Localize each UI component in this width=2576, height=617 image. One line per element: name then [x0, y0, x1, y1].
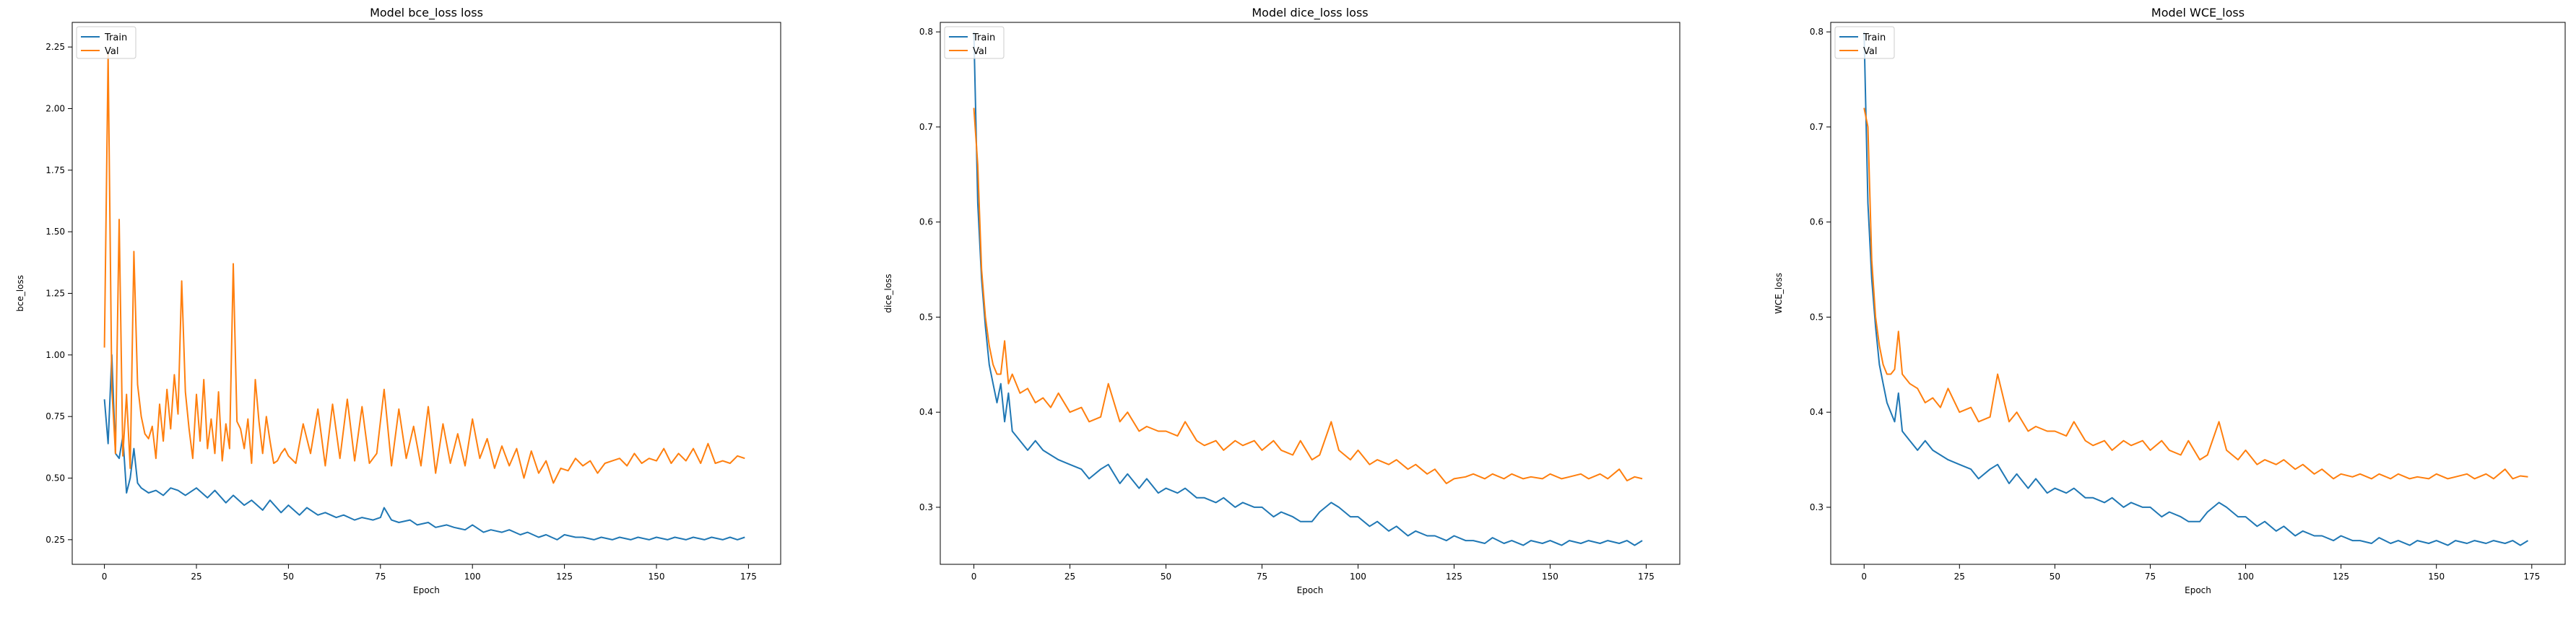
y-tick-label: 0.8 — [1810, 27, 1823, 37]
wce-loss-panel: 0 25 50 75 100 125 150 175 0.3 0.4 0.5 0.6 0.7 0.8 Mo… — [1774, 6, 2566, 595]
x-tick-label: 25 — [191, 572, 201, 582]
y-tick-label: 0.3 — [919, 502, 933, 512]
axes-frame — [1830, 22, 2566, 565]
series-lines — [1863, 32, 2529, 546]
x-tick-label: 75 — [1257, 572, 1267, 582]
y-axis-label: bce_loss — [15, 275, 25, 312]
y-tick-label: 1.75 — [45, 165, 65, 175]
y-tick-label: 1.00 — [45, 350, 65, 360]
x-tick-label: 25 — [1064, 572, 1075, 582]
y-tick-label: 0.25 — [45, 535, 65, 545]
x-axis-label: Epoch — [2185, 585, 2211, 595]
tick-group: 0 25 50 75 100 125 150 175 0.3 0.4 0.5 0.6 0.7 0.8 — [919, 27, 1655, 582]
legend-train-label: Train — [1862, 32, 1886, 43]
y-axis-label: WCE_loss — [1774, 273, 1784, 314]
x-tick-label: 175 — [1638, 572, 1655, 582]
x-tick-label: 100 — [464, 572, 481, 582]
y-tick-label: 0.4 — [1810, 407, 1823, 417]
bce-loss-panel: 0 25 50 75 100 125 150 175 0.25 0.50 0.75 1.00 1.25 1… — [15, 6, 781, 595]
y-tick-label: 0.5 — [919, 312, 933, 322]
y-tick-label: 0.8 — [919, 27, 933, 37]
axes-frame — [940, 22, 1681, 565]
legend-train-label: Train — [972, 32, 995, 43]
chart-title: Model WCE_loss — [2151, 6, 2245, 20]
x-tick-label: 50 — [2050, 572, 2060, 582]
x-tick-label: 100 — [1350, 572, 1366, 582]
series-lines — [973, 32, 1643, 546]
x-tick-label: 0 — [971, 572, 977, 582]
series-line-train — [973, 32, 1643, 546]
y-tick-label: 2.25 — [45, 42, 65, 52]
legend-val-label: Val — [1863, 46, 1877, 57]
x-tick-label: 150 — [2428, 572, 2445, 582]
y-tick-label: 0.5 — [1810, 312, 1823, 322]
chart-title: Model bce_loss loss — [370, 6, 483, 20]
x-axis-label: Epoch — [413, 585, 440, 595]
x-tick-label: 100 — [2237, 572, 2254, 582]
x-axis-label: Epoch — [1297, 585, 1324, 595]
y-tick-label: 0.7 — [1810, 122, 1823, 132]
x-tick-label: 125 — [1446, 572, 1462, 582]
x-tick-label: 125 — [2333, 572, 2349, 582]
series-line-val — [1863, 108, 2528, 480]
legend-val-label: Val — [105, 46, 118, 57]
legend: Train Val — [944, 26, 1005, 59]
y-tick-label: 0.4 — [919, 407, 933, 417]
chart-title: Model dice_loss loss — [1252, 6, 1368, 20]
x-tick-label: 175 — [740, 572, 757, 582]
x-tick-label: 50 — [283, 572, 294, 582]
y-tick-label: 2.00 — [45, 103, 65, 113]
y-tick-label: 0.6 — [919, 217, 933, 227]
y-tick-label: 1.50 — [45, 227, 65, 237]
series-line-train — [1863, 32, 2529, 546]
x-tick-label: 150 — [1542, 572, 1558, 582]
legend-train-label: Train — [104, 32, 127, 43]
x-tick-label: 25 — [1954, 572, 1965, 582]
x-tick-label: 125 — [556, 572, 573, 582]
y-tick-label: 0.3 — [1810, 502, 1823, 512]
x-tick-label: 75 — [2145, 572, 2156, 582]
series-line-train — [103, 354, 745, 541]
dice-loss-panel: 0 25 50 75 100 125 150 175 0.3 0.4 0.5 0.6 0.7 0.8 Mo… — [883, 6, 1681, 595]
y-tick-label: 1.25 — [45, 289, 65, 299]
x-tick-label: 50 — [1161, 572, 1171, 582]
x-tick-label: 0 — [1861, 572, 1867, 582]
x-tick-label: 150 — [649, 572, 665, 582]
y-axis-label: dice_loss — [883, 274, 893, 312]
y-tick-label: 0.50 — [45, 473, 65, 483]
tick-group: 0 25 50 75 100 125 150 175 0.25 0.50 0.75 1.00 1.25 1… — [45, 42, 757, 582]
legend: Train Val — [1834, 26, 1895, 59]
x-tick-label: 0 — [102, 572, 108, 582]
legend: Train Val — [76, 26, 136, 59]
series-line-val — [973, 108, 1643, 484]
series-line-val — [103, 53, 745, 484]
legend-val-label: Val — [973, 46, 986, 57]
series-lines — [103, 53, 745, 541]
x-tick-label: 75 — [375, 572, 386, 582]
y-tick-label: 0.7 — [919, 122, 933, 132]
x-tick-label: 175 — [2523, 572, 2540, 582]
tick-group: 0 25 50 75 100 125 150 175 0.3 0.4 0.5 0.6 0.7 0.8 — [1810, 27, 2540, 582]
y-tick-label: 0.6 — [1810, 217, 1823, 227]
y-tick-label: 0.75 — [45, 411, 65, 421]
